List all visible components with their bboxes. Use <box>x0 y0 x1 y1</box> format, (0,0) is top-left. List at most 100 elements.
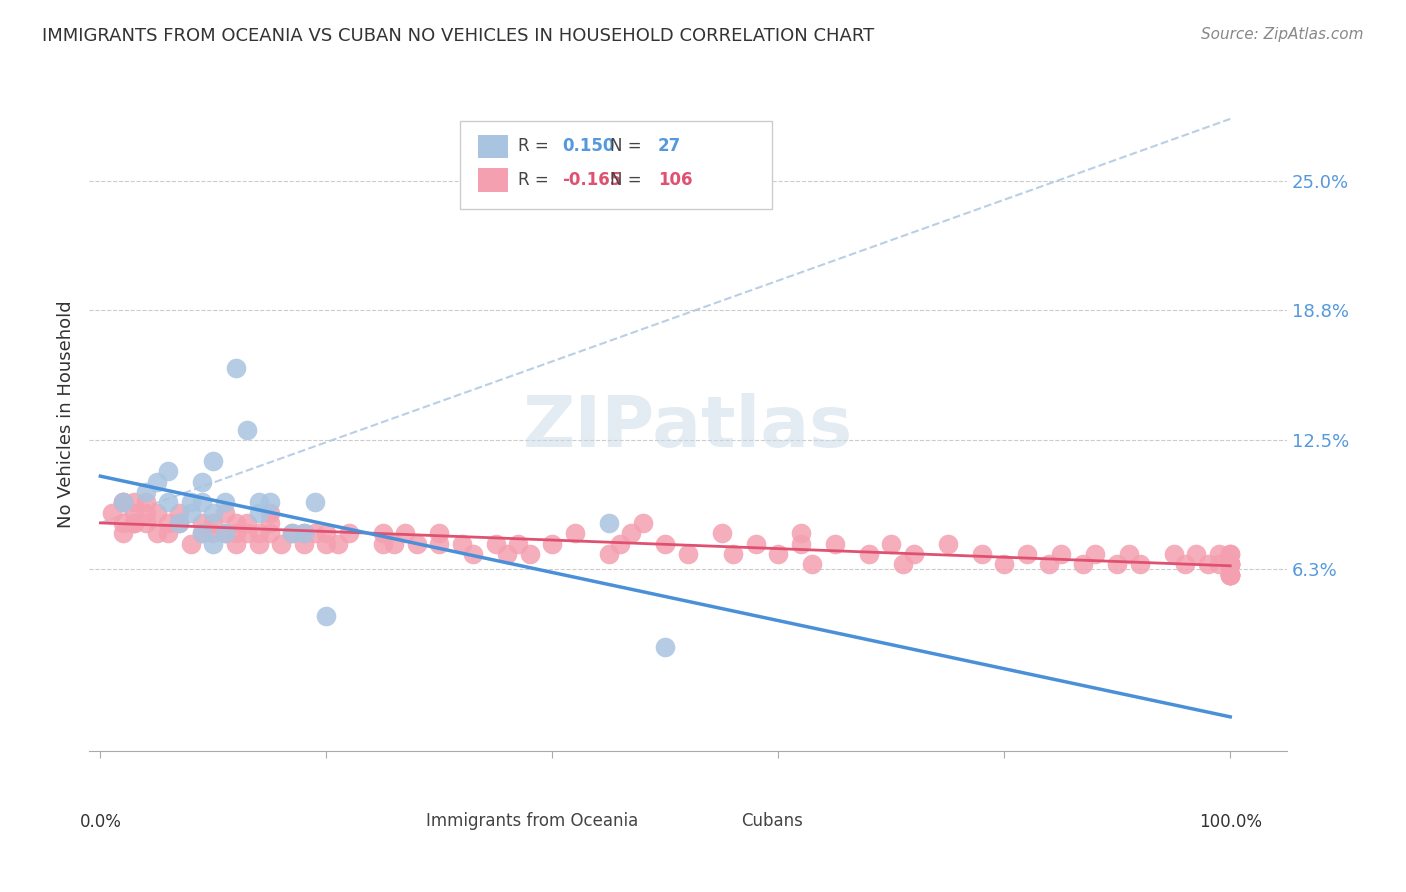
Point <box>790 526 813 541</box>
Y-axis label: No Vehicles in Household: No Vehicles in Household <box>58 301 75 528</box>
Point <box>236 516 259 530</box>
Text: ZIPatlas: ZIPatlas <box>523 393 853 462</box>
Point <box>451 537 474 551</box>
Point <box>135 506 157 520</box>
Point <box>609 537 631 551</box>
Text: -0.165: -0.165 <box>562 171 621 189</box>
Point <box>564 526 586 541</box>
Point <box>146 475 169 489</box>
Point <box>620 526 643 541</box>
Text: 0.150: 0.150 <box>562 137 614 155</box>
Point <box>180 495 202 509</box>
Point <box>790 537 813 551</box>
Point <box>100 506 122 520</box>
Point <box>371 537 394 551</box>
Point <box>1219 558 1241 572</box>
Point <box>146 506 169 520</box>
Point <box>135 495 157 509</box>
Point <box>1219 567 1241 582</box>
Point <box>259 506 281 520</box>
Point <box>631 516 654 530</box>
Point <box>281 526 304 541</box>
Point <box>744 537 766 551</box>
Point <box>654 640 676 655</box>
Point <box>304 526 326 541</box>
Point <box>191 495 214 509</box>
Point <box>214 526 236 541</box>
Point <box>1118 547 1140 561</box>
Point <box>214 526 236 541</box>
Point <box>1129 558 1152 572</box>
Point <box>191 526 214 541</box>
Point <box>1208 547 1230 561</box>
Point <box>202 506 225 520</box>
Point <box>202 454 225 468</box>
Text: R =: R = <box>517 171 554 189</box>
Point <box>654 537 676 551</box>
Text: 106: 106 <box>658 171 692 189</box>
Point <box>508 537 530 551</box>
Point <box>180 537 202 551</box>
Point <box>191 526 214 541</box>
Point <box>824 537 846 551</box>
Point <box>394 526 416 541</box>
Text: 0.0%: 0.0% <box>79 814 121 831</box>
Point <box>1219 567 1241 582</box>
Point <box>135 516 157 530</box>
Point <box>157 464 180 478</box>
Text: Immigrants from Oceania: Immigrants from Oceania <box>426 812 638 830</box>
Point <box>1049 547 1071 561</box>
Point <box>259 495 281 509</box>
Point <box>405 537 427 551</box>
Point <box>225 516 247 530</box>
Point <box>427 526 450 541</box>
Point <box>880 537 903 551</box>
Point <box>598 547 620 561</box>
Point <box>122 506 145 520</box>
Point <box>1208 558 1230 572</box>
Point <box>721 547 744 561</box>
Point <box>169 506 191 520</box>
Point <box>122 495 145 509</box>
Point <box>970 547 993 561</box>
Text: IMMIGRANTS FROM OCEANIA VS CUBAN NO VEHICLES IN HOUSEHOLD CORRELATION CHART: IMMIGRANTS FROM OCEANIA VS CUBAN NO VEHI… <box>42 27 875 45</box>
Point <box>598 516 620 530</box>
Point <box>247 506 270 520</box>
Point <box>111 526 134 541</box>
Point <box>315 526 337 541</box>
Point <box>1174 558 1197 572</box>
Point <box>1219 558 1241 572</box>
Point <box>247 495 270 509</box>
Bar <box>478 135 508 158</box>
FancyBboxPatch shape <box>460 121 772 209</box>
Point <box>541 537 564 551</box>
Point <box>169 516 191 530</box>
Point <box>202 526 225 541</box>
Point <box>463 547 485 561</box>
Point <box>1197 558 1219 572</box>
Point <box>1219 567 1241 582</box>
Point <box>225 360 247 375</box>
Point <box>768 547 790 561</box>
Point <box>247 537 270 551</box>
Point <box>801 558 824 572</box>
Point <box>180 506 202 520</box>
Point <box>519 547 541 561</box>
Point <box>1219 558 1241 572</box>
Point <box>496 547 519 561</box>
Point <box>993 558 1015 572</box>
Point <box>191 516 214 530</box>
Point <box>259 516 281 530</box>
Point <box>1015 547 1038 561</box>
Point <box>169 516 191 530</box>
Point <box>292 526 315 541</box>
Point <box>1084 547 1107 561</box>
Point <box>1219 547 1241 561</box>
Point <box>337 526 360 541</box>
Point <box>1038 558 1060 572</box>
Point <box>111 495 134 509</box>
Point <box>1185 547 1208 561</box>
Point <box>111 495 134 509</box>
Point <box>304 495 326 509</box>
Point <box>146 526 169 541</box>
